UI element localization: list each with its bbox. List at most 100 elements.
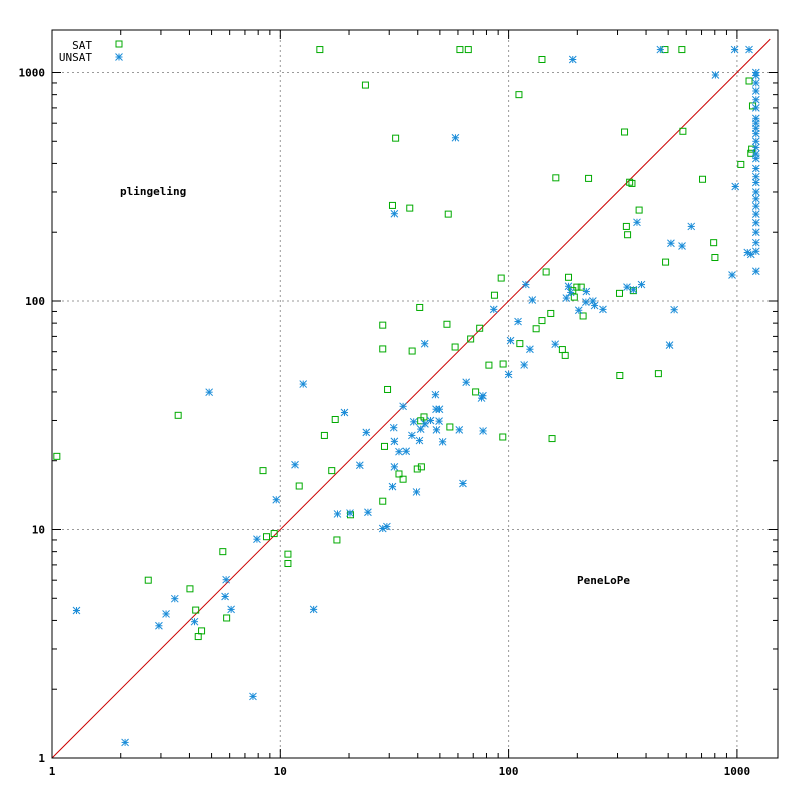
point-unsat bbox=[395, 447, 403, 456]
point-unsat bbox=[678, 242, 686, 250]
point-sat bbox=[745, 77, 753, 85]
point-unsat bbox=[162, 610, 170, 618]
point-sat bbox=[515, 91, 523, 99]
point-unsat bbox=[751, 267, 760, 276]
point-sat bbox=[270, 530, 278, 538]
point-sat bbox=[654, 370, 662, 378]
point-unsat bbox=[426, 416, 435, 425]
point-unsat bbox=[599, 305, 607, 314]
point-unsat bbox=[390, 209, 399, 218]
point-sat bbox=[628, 179, 636, 187]
point-unsat bbox=[751, 164, 760, 173]
point-unsat bbox=[633, 218, 641, 227]
point-unsat bbox=[514, 317, 522, 326]
point-sat bbox=[223, 614, 231, 622]
point-sat bbox=[476, 324, 484, 332]
point-sat bbox=[417, 417, 425, 425]
point-unsat bbox=[574, 306, 583, 315]
point-unsat bbox=[506, 336, 515, 345]
point-unsat bbox=[299, 380, 308, 388]
point-unsat bbox=[566, 288, 575, 297]
point-sat bbox=[444, 210, 452, 218]
point-unsat bbox=[551, 340, 560, 349]
point-unsat bbox=[751, 218, 760, 227]
point-unsat bbox=[730, 45, 739, 54]
point-unsat bbox=[711, 71, 720, 79]
point-unsat bbox=[383, 522, 391, 531]
point-sat bbox=[624, 231, 632, 239]
point-unsat bbox=[72, 606, 81, 615]
point-unsat bbox=[629, 285, 638, 294]
point-unsat bbox=[751, 178, 760, 187]
point-sat bbox=[485, 361, 493, 369]
point-sat bbox=[174, 411, 182, 419]
point-unsat bbox=[462, 378, 471, 387]
point-sat bbox=[331, 415, 339, 423]
point-unsat bbox=[637, 280, 646, 289]
point-sat bbox=[710, 239, 718, 247]
point-sat bbox=[472, 388, 480, 396]
point-unsat bbox=[751, 79, 760, 87]
point-sat bbox=[615, 289, 623, 297]
point-unsat bbox=[390, 437, 399, 446]
point-sat bbox=[570, 293, 578, 301]
point-unsat bbox=[746, 250, 755, 259]
y-tick-label: 1000 bbox=[19, 67, 46, 80]
point-unsat bbox=[121, 738, 129, 747]
point-unsat bbox=[656, 45, 665, 54]
y-tick-label: 100 bbox=[25, 295, 45, 308]
point-unsat bbox=[751, 95, 760, 104]
point-unsat bbox=[751, 238, 760, 247]
point-sat bbox=[699, 175, 707, 183]
point-unsat bbox=[751, 87, 760, 95]
point-unsat bbox=[249, 692, 257, 701]
point-unsat bbox=[346, 509, 354, 517]
point-unsat bbox=[582, 287, 591, 296]
point-sat bbox=[451, 343, 459, 351]
point-sat bbox=[538, 55, 546, 63]
point-sat bbox=[573, 283, 581, 291]
point-sat bbox=[219, 548, 227, 556]
point-sat bbox=[552, 174, 560, 182]
point-sat bbox=[53, 452, 61, 460]
point-sat bbox=[284, 559, 292, 567]
point-unsat bbox=[291, 460, 299, 469]
point-sat bbox=[399, 475, 407, 483]
point-sat bbox=[662, 258, 670, 266]
point-sat bbox=[192, 606, 200, 614]
point-unsat bbox=[751, 202, 760, 211]
point-unsat bbox=[564, 282, 573, 291]
point-unsat bbox=[751, 188, 760, 196]
y-tick-label: 10 bbox=[32, 524, 45, 537]
point-sat bbox=[565, 273, 573, 281]
point-unsat bbox=[420, 339, 429, 348]
point-unsat bbox=[582, 298, 590, 306]
point-unsat bbox=[520, 361, 529, 369]
point-sat bbox=[295, 482, 303, 490]
point-unsat bbox=[155, 621, 163, 630]
point-unsat bbox=[412, 488, 421, 496]
point-sat bbox=[561, 351, 569, 359]
point-sat bbox=[497, 274, 505, 282]
point-sat bbox=[416, 303, 424, 311]
point-sat bbox=[144, 576, 152, 584]
point-sat bbox=[395, 470, 403, 478]
point-unsat bbox=[526, 345, 534, 354]
point-unsat bbox=[745, 45, 753, 54]
point-sat bbox=[464, 46, 472, 54]
point-unsat bbox=[590, 301, 599, 310]
point-unsat bbox=[665, 341, 674, 349]
point-unsat bbox=[751, 154, 760, 163]
point-unsat bbox=[504, 370, 513, 379]
point-sat bbox=[585, 174, 593, 182]
x-tick-label: 100 bbox=[499, 765, 519, 778]
diagonal-line bbox=[51, 38, 771, 759]
point-sat bbox=[579, 312, 587, 320]
point-unsat bbox=[402, 447, 411, 456]
legend-label-unsat: UNSAT bbox=[59, 51, 92, 64]
point-unsat bbox=[415, 436, 424, 445]
point-unsat bbox=[751, 172, 760, 181]
y-tick-label: 1 bbox=[38, 752, 45, 765]
legend-marker-sat bbox=[115, 40, 123, 48]
